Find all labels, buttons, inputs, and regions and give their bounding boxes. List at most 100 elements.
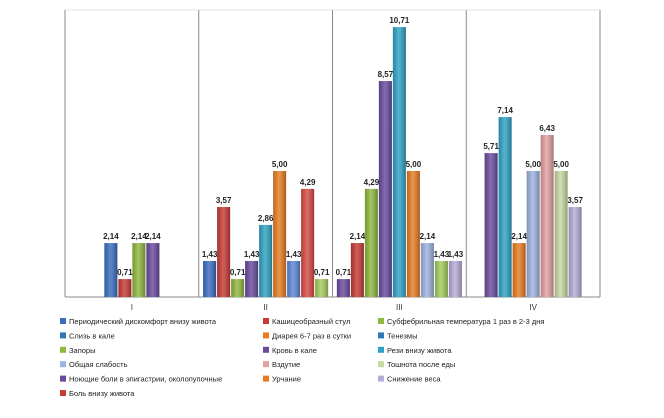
legend-item: Общая слабость bbox=[60, 360, 128, 369]
legend-label: Тошнота после еды bbox=[387, 360, 455, 369]
legend-label: Урчание bbox=[272, 375, 301, 384]
bars-layer bbox=[104, 27, 582, 298]
bar-shading bbox=[364, 188, 378, 297]
legend-swatch bbox=[263, 318, 269, 324]
bar-shading bbox=[448, 260, 462, 297]
bar-shading bbox=[301, 188, 315, 297]
legend-item: Тошнота после еды bbox=[378, 360, 455, 369]
bar-shading bbox=[498, 117, 512, 298]
data-label: 2,14 bbox=[103, 232, 119, 241]
legend-item: Рези внизу живота bbox=[378, 346, 452, 355]
legend-item: Запоры bbox=[60, 346, 96, 355]
legend-label: Запоры bbox=[69, 346, 96, 355]
bar-shading bbox=[350, 243, 364, 297]
data-label: 10,71 bbox=[389, 16, 410, 25]
bar-shading bbox=[392, 27, 406, 297]
data-label: 6,43 bbox=[539, 124, 555, 133]
data-label: 2,86 bbox=[258, 214, 274, 223]
data-label: 7,14 bbox=[497, 106, 513, 115]
data-label: 1,43 bbox=[286, 250, 302, 259]
legend-item: Диарея 6-7 раз в сутки bbox=[263, 331, 351, 340]
bar-shading bbox=[146, 243, 160, 297]
bar-shading bbox=[406, 171, 420, 297]
legend-label: Кашицеобразный стул bbox=[272, 317, 350, 326]
legend-swatch bbox=[60, 346, 66, 353]
data-label: 3,57 bbox=[216, 196, 232, 205]
legend-item: Вздутие bbox=[263, 360, 300, 369]
category-label: II bbox=[263, 303, 267, 312]
legend-item: Кашицеобразный стул bbox=[263, 317, 350, 326]
data-label: 2,14 bbox=[131, 232, 147, 241]
data-label: 1,43 bbox=[244, 250, 260, 259]
legend-label: Общая слабость bbox=[69, 360, 128, 369]
legend: Периодический дискомфорт внизу живота Каш… bbox=[60, 317, 544, 398]
bar-shading bbox=[420, 243, 434, 297]
bar-shading bbox=[484, 153, 498, 297]
legend-swatch bbox=[378, 361, 384, 368]
data-label: 0,71 bbox=[314, 268, 330, 277]
legend-item: Слизь в кале bbox=[60, 331, 115, 340]
bar-shading bbox=[540, 134, 554, 297]
bar-shading bbox=[231, 279, 245, 297]
legend-item: Урчание bbox=[263, 375, 301, 384]
bar-shading bbox=[104, 243, 118, 297]
legend-label: Кровь в кале bbox=[272, 346, 317, 355]
legend-swatch bbox=[263, 346, 269, 353]
category-label: III bbox=[396, 303, 403, 312]
bar-shading bbox=[259, 224, 273, 297]
data-label: 1,43 bbox=[448, 250, 464, 259]
legend-item: Кровь в кале bbox=[263, 346, 317, 355]
data-label: 2,14 bbox=[145, 232, 161, 241]
bar-shading bbox=[203, 260, 217, 297]
legend-label: Боль внизу живота bbox=[69, 389, 135, 398]
bar-shading bbox=[336, 279, 350, 297]
legend-item: Ноющие боли в эпигастрии, околопупочные bbox=[60, 375, 222, 384]
bar-shading bbox=[118, 279, 132, 297]
legend-label: Снижение веса bbox=[387, 375, 441, 384]
bar-shading bbox=[132, 243, 146, 297]
legend-item: Снижение веса bbox=[378, 375, 441, 384]
legend-swatch bbox=[263, 332, 269, 339]
legend-label: Вздутие bbox=[272, 360, 300, 369]
bar-shading bbox=[378, 81, 392, 297]
data-label: 0,71 bbox=[336, 268, 352, 277]
legend-swatch bbox=[378, 346, 384, 353]
legend-swatch bbox=[60, 332, 66, 339]
bar-shading bbox=[434, 260, 448, 297]
legend-swatch bbox=[60, 318, 66, 324]
legend-swatch bbox=[378, 375, 384, 382]
data-label: 2,14 bbox=[350, 232, 366, 241]
data-labels-layer: 2,140,712,142,141,433,570,711,432,865,00… bbox=[103, 16, 583, 277]
legend-swatch bbox=[263, 375, 269, 382]
bar-shading bbox=[217, 207, 231, 297]
legend-label: Тенезмы bbox=[387, 331, 417, 340]
legend-label: Субфебрильная температура 1 раз в 2-3 дн… bbox=[387, 317, 544, 326]
legend-item: Субфебрильная температура 1 раз в 2-3 дн… bbox=[378, 317, 544, 326]
data-label: 5,71 bbox=[483, 142, 499, 151]
bar-shading bbox=[568, 207, 582, 297]
bar-shading bbox=[273, 171, 287, 297]
legend-label: Слизь в кале bbox=[69, 331, 115, 340]
bar-shading bbox=[315, 279, 329, 297]
legend-label: Периодический дискомфорт внизу живота bbox=[69, 317, 217, 326]
legend-swatch bbox=[263, 361, 269, 368]
legend-swatch bbox=[60, 390, 66, 396]
category-label: I bbox=[131, 303, 133, 312]
legend-item: Боль внизу живота bbox=[60, 389, 135, 398]
bar-shading bbox=[512, 243, 526, 297]
bar-shading bbox=[245, 260, 259, 297]
data-label: 4,29 bbox=[300, 178, 316, 187]
data-label: 0,71 bbox=[230, 268, 246, 277]
data-label: 2,14 bbox=[420, 232, 436, 241]
legend-item: Периодический дискомфорт внизу живота bbox=[60, 317, 217, 326]
data-label: 5,00 bbox=[525, 160, 541, 169]
data-label: 5,00 bbox=[272, 160, 288, 169]
data-label: 1,43 bbox=[202, 250, 218, 259]
data-label: 2,14 bbox=[511, 232, 527, 241]
data-label: 1,43 bbox=[434, 250, 450, 259]
category-label: IV bbox=[529, 303, 537, 312]
legend-item: Тенезмы bbox=[378, 331, 417, 340]
legend-label: Ноющие боли в эпигастрии, околопупочные bbox=[69, 375, 222, 384]
